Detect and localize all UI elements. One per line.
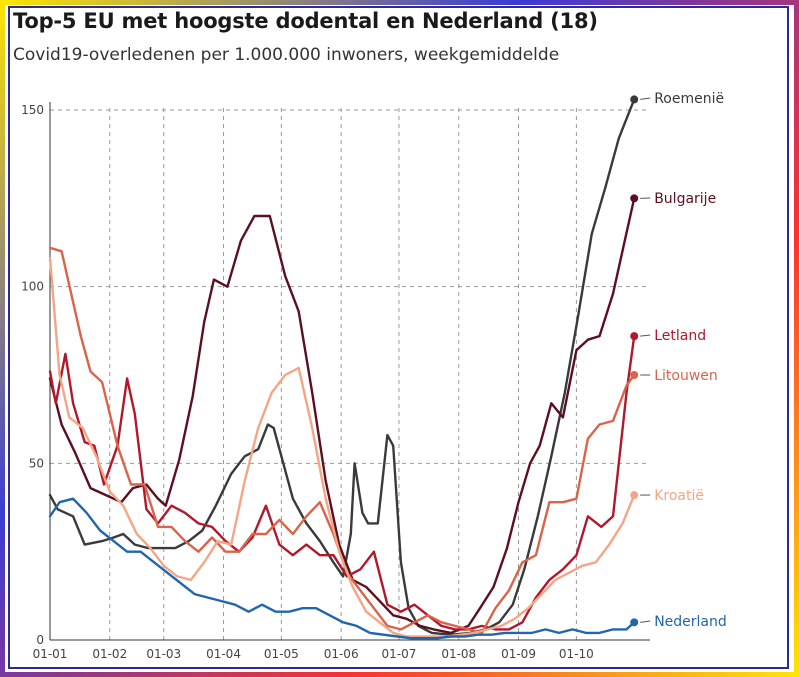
x-tick-label: 01-08 (441, 647, 476, 661)
series-line-kroatie (48, 257, 636, 638)
series-label-roemenie: Roemenië (654, 91, 724, 107)
y-tick-label: 100 (21, 280, 44, 294)
x-tick-label: 01-01 (33, 647, 68, 661)
series-label-litouwen: Litouwen (654, 368, 718, 384)
x-tick-label: 01-06 (324, 647, 359, 661)
x-tick-label: 01-05 (264, 647, 299, 661)
label-leader-roemenie (640, 97, 651, 100)
x-tick-label: 01-03 (146, 647, 181, 661)
y-tick-label: 50 (29, 456, 44, 470)
series-label-kroatie: Kroatië (654, 488, 704, 504)
x-tick-label: 01-04 (206, 647, 241, 661)
x-tick-label: 01-10 (559, 647, 594, 661)
series-endpoint-nederland (630, 618, 639, 627)
series-line-letland (48, 334, 636, 631)
chart-subtitle: Covid19-overledenen per 1.000.000 inwone… (13, 45, 560, 65)
series-label-letland: Letland (654, 328, 706, 344)
series-line-nederland (48, 497, 636, 640)
label-leader-letland (640, 334, 651, 337)
y-tick-label: 150 (21, 103, 44, 117)
series-endpoint-roemenie (630, 95, 639, 104)
x-tick-label: 01-07 (382, 647, 417, 661)
series-endpoint-litouwen (630, 371, 639, 379)
series-endpoint-letland (630, 332, 639, 341)
series-endpoint-kroatie (630, 491, 639, 500)
series-label-bulgarije: Bulgarije (654, 191, 716, 207)
x-tick-label: 01-02 (92, 647, 127, 661)
series-line-bulgarije (48, 197, 636, 635)
series-label-nederland: Nederland (654, 614, 727, 630)
y-tick-label: 0 (36, 633, 44, 647)
series-endpoint-bulgarije (630, 194, 639, 203)
label-leader-nederland (640, 620, 651, 623)
chart-title: Top-5 EU met hoogste dodental en Nederla… (13, 9, 598, 33)
x-tick-label: 01-09 (501, 647, 536, 661)
